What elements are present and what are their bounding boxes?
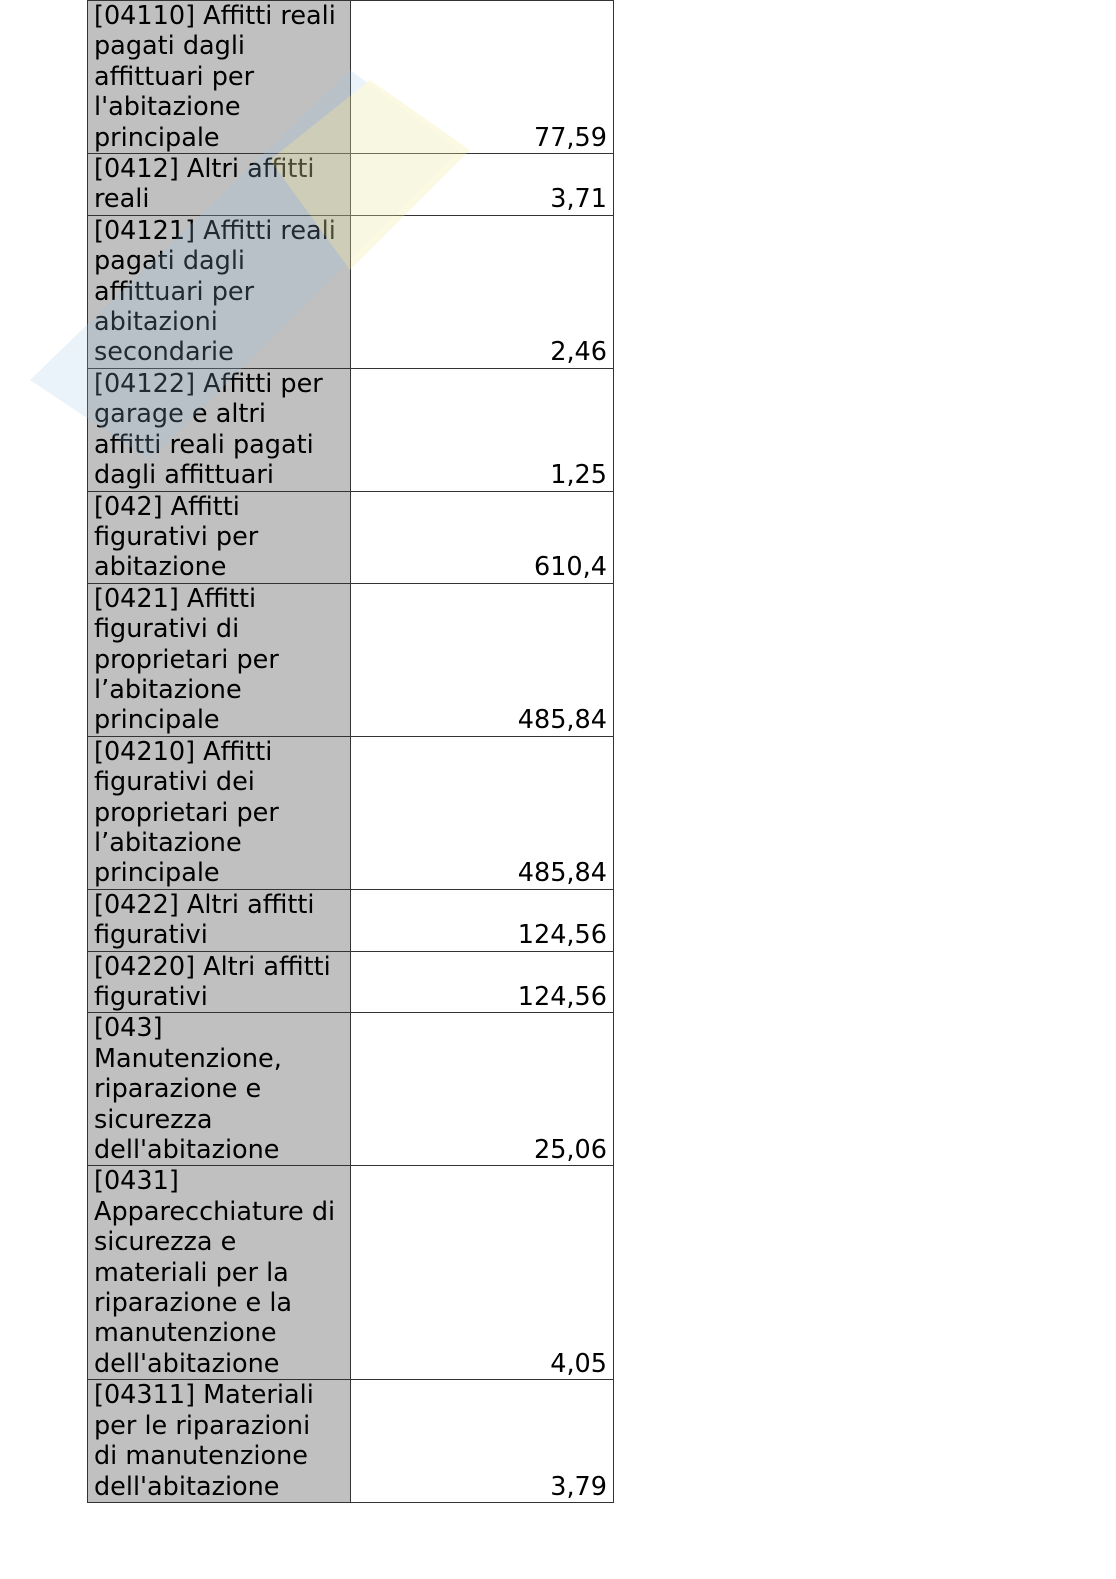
- table-row: [04220] Altri affitti figurativi 124,56: [87, 950, 614, 1014]
- row-label: [043] Manutenzione, riparazione e sicure…: [87, 1012, 351, 1167]
- row-label: [0412] Altri affitti reali: [87, 153, 351, 216]
- table-row: [042] Affitti figurativi per abitazione 6…: [87, 490, 614, 584]
- table-row: [04210] Affitti figurativi dei proprieta…: [87, 735, 614, 890]
- row-label: [04110] Affitti reali pagati dagli affit…: [87, 0, 351, 155]
- data-table: [04110] Affitti reali pagati dagli affit…: [87, 0, 614, 1503]
- row-label: [042] Affitti figurativi per abitazione: [87, 490, 351, 584]
- row-value: 610,4: [350, 490, 614, 584]
- table-row: [0412] Altri affitti reali 3,71: [87, 153, 614, 216]
- row-value: 25,06: [350, 1012, 614, 1167]
- table-row: [0421] Affitti figurativi di proprietari…: [87, 582, 614, 737]
- row-label: [0422] Altri affitti figurativi: [87, 888, 351, 952]
- table-row: [04311] Materiali per le riparazioni di …: [87, 1379, 614, 1503]
- table-row: [04122] Affitti per garage e altri affit…: [87, 367, 614, 492]
- row-label: [04220] Altri affitti figurativi: [87, 950, 351, 1014]
- row-value: 3,71: [350, 153, 614, 216]
- table-row: [0431] Apparecchiature di sicurezza e ma…: [87, 1165, 614, 1381]
- table-row: [0422] Altri affitti figurativi 124,56: [87, 888, 614, 952]
- row-value: 2,46: [350, 214, 614, 369]
- row-value: 4,05: [350, 1165, 614, 1381]
- table-row: [04121] Affitti reali pagati dagli affit…: [87, 214, 614, 369]
- table-row: [04110] Affitti reali pagati dagli affit…: [87, 0, 614, 155]
- row-value: 77,59: [350, 0, 614, 155]
- row-value: 485,84: [350, 582, 614, 737]
- row-label: [0431] Apparecchiature di sicurezza e ma…: [87, 1165, 351, 1381]
- row-label: [04121] Affitti reali pagati dagli affit…: [87, 214, 351, 369]
- row-label: [04122] Affitti per garage e altri affit…: [87, 367, 351, 492]
- table-row: [043] Manutenzione, riparazione e sicure…: [87, 1012, 614, 1167]
- row-label: [04210] Affitti figurativi dei proprieta…: [87, 735, 351, 890]
- row-value: 124,56: [350, 950, 614, 1014]
- row-value: 124,56: [350, 888, 614, 952]
- row-value: 485,84: [350, 735, 614, 890]
- row-label: [04311] Materiali per le riparazioni di …: [87, 1379, 351, 1503]
- row-value: 3,79: [350, 1379, 614, 1503]
- row-label: [0421] Affitti figurativi di proprietari…: [87, 582, 351, 737]
- row-value: 1,25: [350, 367, 614, 492]
